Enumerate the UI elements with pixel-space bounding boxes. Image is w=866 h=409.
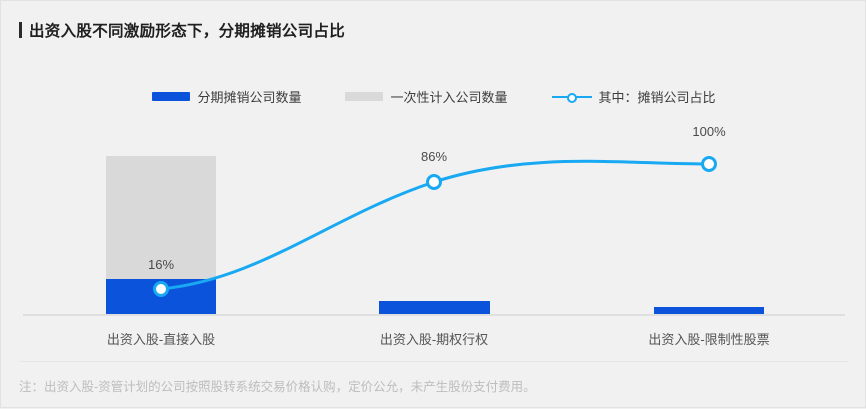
legend-item-one-time-expense[interactable]: 一次性计入公司数量 xyxy=(345,87,508,106)
legend-item-amortization-ratio[interactable]: 其中：摊销公司占比 xyxy=(551,87,716,106)
legend-swatch-line-circle-icon xyxy=(551,91,592,103)
bar-blue-cat1 xyxy=(106,279,216,314)
legend-label-installment-amortization: 分期摊销公司数量 xyxy=(197,90,302,105)
x-axis-label-cat1: 出资入股-直接入股 xyxy=(106,332,216,347)
bar-grey-cat1 xyxy=(106,156,216,279)
title-accent-bar xyxy=(19,22,22,38)
legend-swatch-grey-icon xyxy=(345,92,384,101)
line-marker-cat1 xyxy=(153,281,169,297)
legend-item-installment-amortization[interactable]: 分期摊销公司数量 xyxy=(152,87,301,106)
page-title: 出资入股不同激励形态下，分期摊销公司占比 xyxy=(19,19,345,41)
legend-label-one-time-expense: 一次性计入公司数量 xyxy=(390,90,508,105)
data-label-cat2: 86% xyxy=(420,149,448,164)
x-axis-label-cat3: 出资入股-限制性股票 xyxy=(648,332,770,347)
footnote-text: 注：出资入股-资管计划的公司按照股转系统交易价格认购，定价公允，未产生股份支付费… xyxy=(19,380,536,394)
title-text: 出资入股不同激励形态下，分期摊销公司占比 xyxy=(29,23,346,40)
legend-label-amortization-ratio: 其中：摊销公司占比 xyxy=(598,90,716,105)
line-marker-cat3 xyxy=(701,156,717,172)
legend-swatch-blue-icon xyxy=(152,92,191,101)
x-axis-label-cat2: 出资入股-期权行权 xyxy=(379,332,489,347)
footnote-divider xyxy=(19,361,849,362)
chart-legend: 分期摊销公司数量 一次性计入公司数量 其中：摊销公司占比 xyxy=(1,87,866,106)
bar-blue-cat3 xyxy=(654,307,764,314)
line-marker-cat2 xyxy=(426,174,442,190)
bar-blue-cat2 xyxy=(379,301,490,314)
x-axis-line xyxy=(23,314,845,316)
data-label-cat3: 100% xyxy=(692,124,726,139)
data-label-cat1: 16% xyxy=(147,257,175,272)
